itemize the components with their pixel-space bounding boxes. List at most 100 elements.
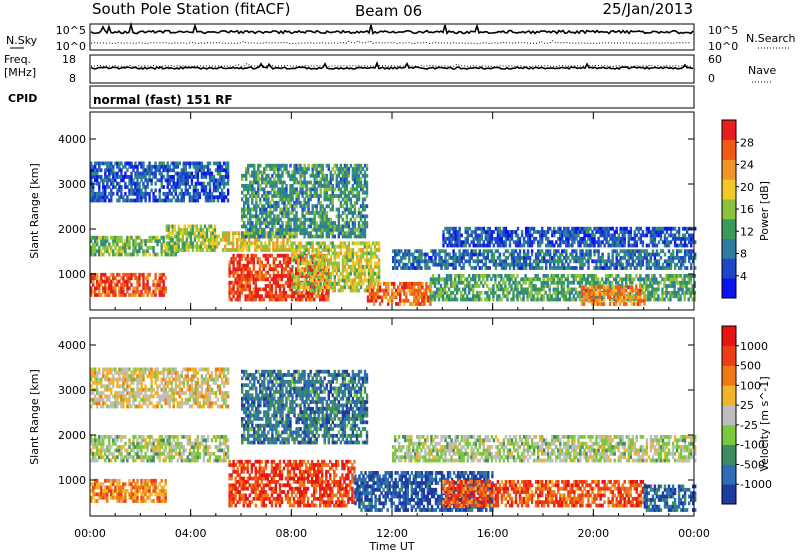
power-cell [194,198,198,203]
power-cell [583,230,586,234]
power-cell [116,252,119,257]
power-cell [408,252,411,257]
power-cell [571,236,574,241]
power-cell [514,249,518,254]
power-cell [452,236,455,241]
power-cell [289,234,292,239]
power-cell [369,265,373,269]
power-cell [669,252,673,257]
power-cell [448,252,451,257]
power-cell [305,285,308,290]
power-cell [301,184,304,188]
power-cell [218,171,222,176]
power-cell [365,180,369,185]
power-cell [367,275,371,279]
power-cell [355,271,359,276]
power-cell [248,290,251,295]
power-cell [142,239,145,243]
power-cell [301,254,304,259]
power-cell [428,256,431,260]
power-cell [277,194,280,198]
power-cell [213,244,217,249]
power-cell [283,163,286,168]
power-cell [405,298,408,303]
power-cell [561,252,564,257]
power-cell [200,181,204,186]
power-cell [532,277,535,282]
power-cell [142,286,145,291]
power-cell [270,267,274,272]
power-cell [90,191,93,196]
power-cell [104,198,107,203]
power-cell [653,236,657,241]
power-cell [633,243,636,248]
power-cell [274,241,277,246]
power-cell [293,227,296,232]
power-cell [327,258,330,263]
power-cell [293,278,296,283]
power-cell [130,161,133,166]
power-cell [280,263,284,268]
power-cell [325,221,328,225]
power-cell [657,233,661,238]
power-cell [363,177,367,182]
power-cell [277,167,280,171]
power-cell [595,230,598,234]
power-cell [627,230,630,234]
power-cell [675,252,679,257]
power-cell [264,257,268,261]
power-cell [573,266,576,270]
power-cell [96,191,99,196]
power-cell [165,248,168,252]
power-cell [635,266,638,270]
power-cell [281,173,284,178]
power-cell [246,287,249,292]
power-cell [458,240,461,245]
power-cell [641,230,645,234]
power-cell [144,289,147,294]
power-cell [142,249,145,254]
power-cell [589,249,592,254]
power-cell [659,236,663,241]
power-cell [104,191,107,196]
power-cell [565,249,568,254]
power-cell [335,281,338,286]
power-cell [395,288,398,293]
power-cell [506,277,509,282]
power-cell [128,252,131,257]
power-cell [454,256,457,260]
power-cell [403,285,406,290]
power-cell [297,200,300,205]
power-cell [187,248,190,252]
power-cell [108,198,111,203]
power-cell [649,256,653,260]
power-cell [280,270,284,275]
power-cell [185,234,188,239]
power-cell [234,270,237,275]
power-cell [261,194,264,198]
power-cell [599,233,602,238]
power-cell [496,230,500,234]
power-cell [611,262,614,267]
power-cell [268,248,271,252]
power-cell [331,244,334,249]
power-cell [613,230,616,234]
power-cell [621,233,624,238]
power-cell [425,288,428,293]
power-cell [659,249,663,254]
power-cell [439,287,443,292]
power-cell [291,251,294,256]
power-cell [128,188,131,193]
power-cell [337,221,340,225]
power-cell [94,198,97,203]
power-cell [282,297,286,302]
power-cell [673,243,677,248]
power-cell [510,297,513,302]
power-cell [581,240,584,245]
power-cell [205,234,209,239]
power-cell [669,233,673,238]
power-cell [370,292,374,296]
power-cell [305,190,308,195]
power-cell [150,164,153,169]
power-cell [253,170,256,175]
